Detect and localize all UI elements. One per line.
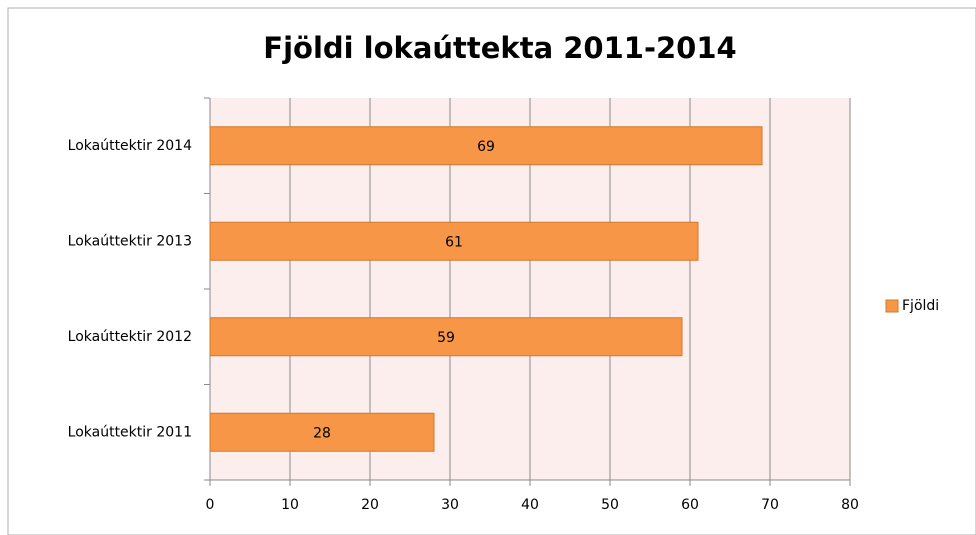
data-label: 61 [445,234,463,250]
chart-title: Fjöldi lokaúttekta 2011-2014 [263,31,736,65]
x-tick-label: 80 [841,497,859,513]
y-tick-label: Lokaúttektir 2013 [68,233,192,249]
data-label: 59 [437,330,455,346]
x-tick-label: 50 [601,497,619,513]
x-tick-label: 40 [521,497,539,513]
data-label: 28 [313,425,331,441]
x-tick-label: 60 [681,497,699,513]
x-tick-label: 20 [361,497,379,513]
legend-label: Fjöldi [902,298,939,314]
x-tick-label: 30 [441,497,459,513]
bar [209,221,699,261]
bar [209,317,683,357]
y-tick-label: Lokaúttektir 2014 [68,138,192,154]
y-tick-label: Lokaúttektir 2012 [68,329,192,345]
legend-swatch [885,299,899,313]
data-label: 69 [477,139,495,155]
y-tick-label: Lokaúttektir 2011 [68,424,192,440]
x-tick-label: 70 [761,497,779,513]
bar [209,412,435,452]
x-tick-label: 0 [206,497,215,513]
x-tick-label: 10 [281,497,299,513]
bar [209,126,763,166]
